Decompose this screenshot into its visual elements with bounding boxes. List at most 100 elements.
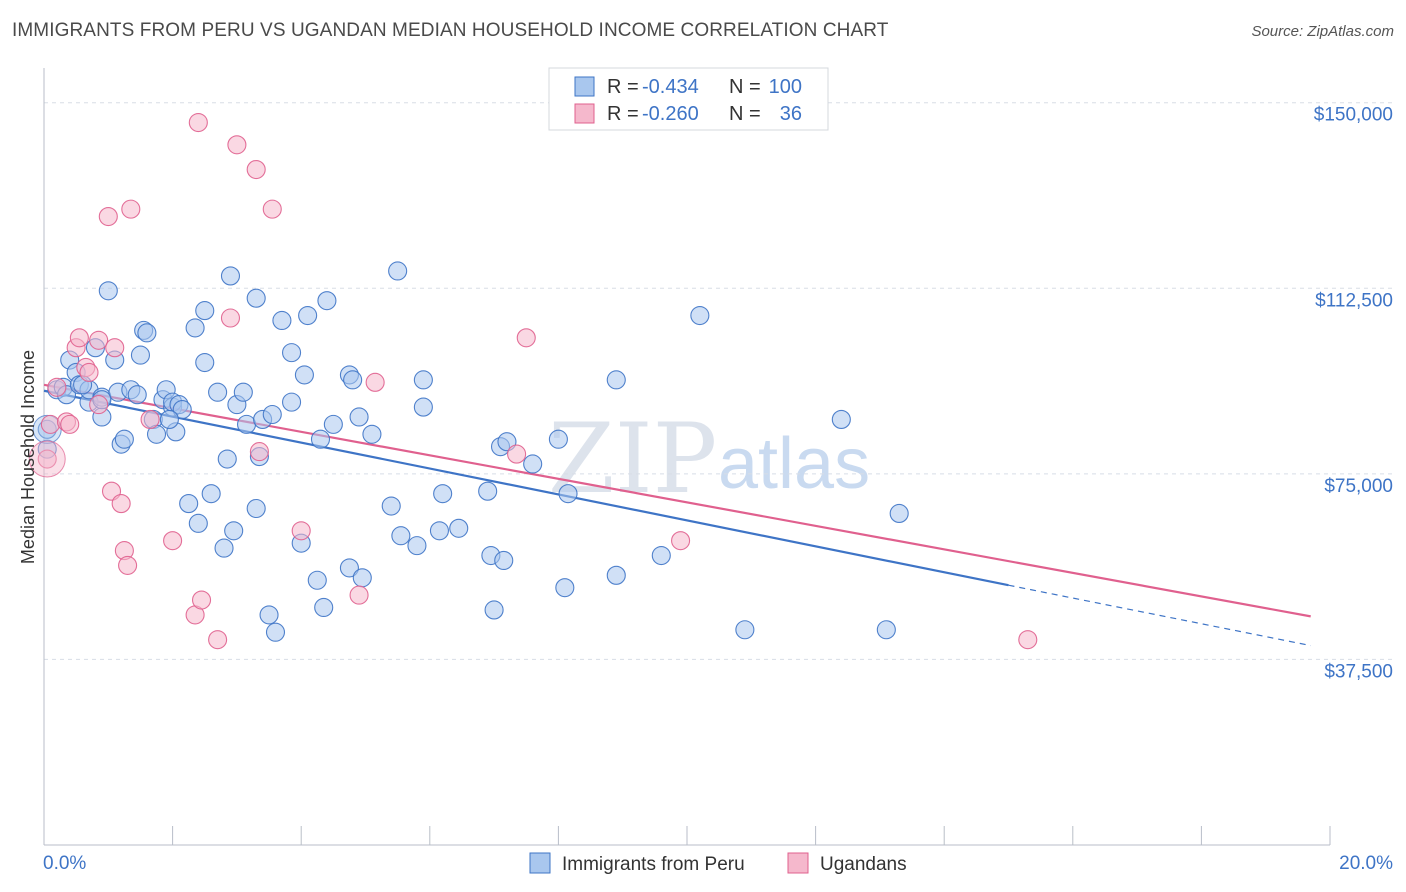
ugandans-cluster-point xyxy=(28,440,66,478)
peru-point-62 xyxy=(323,414,343,434)
peru-point-70 xyxy=(381,496,401,516)
peru-point-52 xyxy=(272,310,292,331)
peru-point-53 xyxy=(282,392,302,412)
ugandans-point-2 xyxy=(47,377,67,397)
peru-point-84 xyxy=(523,454,543,474)
stats-r-label-peru: R = xyxy=(607,76,639,98)
peru-point-41 xyxy=(224,521,244,541)
peru-point-33 xyxy=(188,513,208,533)
stats-swatch-uganda xyxy=(574,103,595,124)
ugandans-point-30 xyxy=(349,585,369,605)
peru-point-54 xyxy=(282,343,302,363)
y-tick-label-1: $75,000 xyxy=(1324,476,1393,497)
peru-point-80 xyxy=(484,600,504,620)
stats-n-label-uganda: N = xyxy=(729,103,761,125)
ugandans-point-25 xyxy=(227,135,247,155)
peru-point-50 xyxy=(262,404,282,425)
ugandans-point-19 xyxy=(163,531,183,551)
legend-swatch-uganda xyxy=(787,852,809,874)
peru-point-77 xyxy=(449,518,469,538)
peru-point-97 xyxy=(159,409,179,429)
watermark-atlas: atlas xyxy=(718,424,870,504)
ugandans-point-32 xyxy=(507,444,527,464)
peru-point-34 xyxy=(195,352,215,373)
y-axis-title: Median Household Income xyxy=(18,350,38,564)
peru-point-69 xyxy=(388,261,408,281)
peru-point-68 xyxy=(362,424,382,444)
chart-source: Source: ZipAtlas.com xyxy=(1251,23,1394,40)
series-ugandans xyxy=(28,112,1038,650)
peru-point-37 xyxy=(208,382,228,402)
ugandans-point-17 xyxy=(121,199,141,219)
trend-line-peru xyxy=(43,389,1009,587)
peru-point-43 xyxy=(233,382,253,402)
peru-point-67 xyxy=(352,568,372,588)
gridlines xyxy=(44,102,1393,660)
peru-point-85 xyxy=(548,429,568,449)
peru-point-92 xyxy=(735,620,755,640)
peru-point-90 xyxy=(651,545,671,566)
ugandans-point-24 xyxy=(220,308,241,328)
stats-r-label-uganda: R = xyxy=(607,103,639,125)
chart-title: IMMIGRANTS FROM PERU VS UGANDAN MEDIAN H… xyxy=(12,20,889,41)
peru-point-45 xyxy=(246,498,266,519)
peru-point-40 xyxy=(220,266,241,286)
legend: Immigrants from Peru Ugandans xyxy=(529,852,907,875)
peru-point-59 xyxy=(310,429,331,449)
ugandans-point-9 xyxy=(89,395,109,415)
stats-box-frame xyxy=(548,67,829,131)
ugandans-point-29 xyxy=(291,521,311,541)
peru-point-88 xyxy=(606,370,626,390)
ugandans-point-26 xyxy=(249,442,269,462)
x-tick-label-right: 20.0% xyxy=(1339,853,1393,874)
y-tick-label-0: $37,500 xyxy=(1324,661,1393,682)
peru-point-82 xyxy=(494,550,514,571)
legend-swatch-peru xyxy=(529,852,551,874)
peru-point-95 xyxy=(889,503,909,524)
ugandans-point-10 xyxy=(89,330,109,350)
ugandans-point-21 xyxy=(188,112,208,133)
peru-point-38 xyxy=(214,538,234,558)
peru-point-13 xyxy=(98,281,118,301)
peru-point-73 xyxy=(413,397,433,417)
peru-point-22 xyxy=(137,323,157,343)
stats-n-value-peru: 100 xyxy=(769,76,802,98)
y-tick-label-2: $112,500 xyxy=(1315,290,1393,311)
stats-n-label-peru: N = xyxy=(729,76,761,98)
y-tick-label-3: $150,000 xyxy=(1314,105,1393,126)
peru-point-78 xyxy=(478,481,498,501)
stats-r-value-peru: -0.434 xyxy=(642,76,699,98)
ugandans-point-18 xyxy=(140,409,160,429)
ugandans-point-6 xyxy=(69,328,89,348)
legend-label-peru: Immigrants from Peru xyxy=(562,854,745,875)
legend-label-uganda: Ugandans xyxy=(820,854,907,875)
peru-point-58 xyxy=(307,570,327,590)
peru-point-86 xyxy=(555,578,575,598)
ugandans-point-23 xyxy=(208,630,228,650)
peru-point-89 xyxy=(606,565,626,585)
stats-box: R = -0.434 N = 100 R = -0.260 N = 36 xyxy=(548,67,829,131)
ugandans-point-13 xyxy=(105,338,125,358)
stats-swatch-peru xyxy=(574,76,595,97)
stats-r-value-uganda: -0.260 xyxy=(642,103,699,125)
peru-point-51 xyxy=(265,622,286,642)
peru-point-49 xyxy=(259,605,279,625)
ugandans-point-35 xyxy=(1018,630,1038,650)
peru-point-71 xyxy=(391,526,411,546)
peru-point-32 xyxy=(185,318,205,338)
ugandans-point-28 xyxy=(262,199,282,219)
peru-point-31 xyxy=(179,494,199,514)
peru-point-56 xyxy=(294,365,314,385)
peru-point-91 xyxy=(690,305,710,326)
peru-point-20 xyxy=(130,345,150,365)
peru-point-46 xyxy=(246,288,266,308)
ugandans-point-1 xyxy=(40,414,60,434)
series-immigrants-from-peru xyxy=(32,261,909,642)
ugandans-point-0 xyxy=(37,449,57,469)
ugandans-point-14 xyxy=(111,494,131,514)
peru-point-35 xyxy=(195,301,215,321)
ugandans-point-33 xyxy=(516,328,536,348)
peru-point-19 xyxy=(127,385,147,405)
peru-point-75 xyxy=(429,521,449,541)
